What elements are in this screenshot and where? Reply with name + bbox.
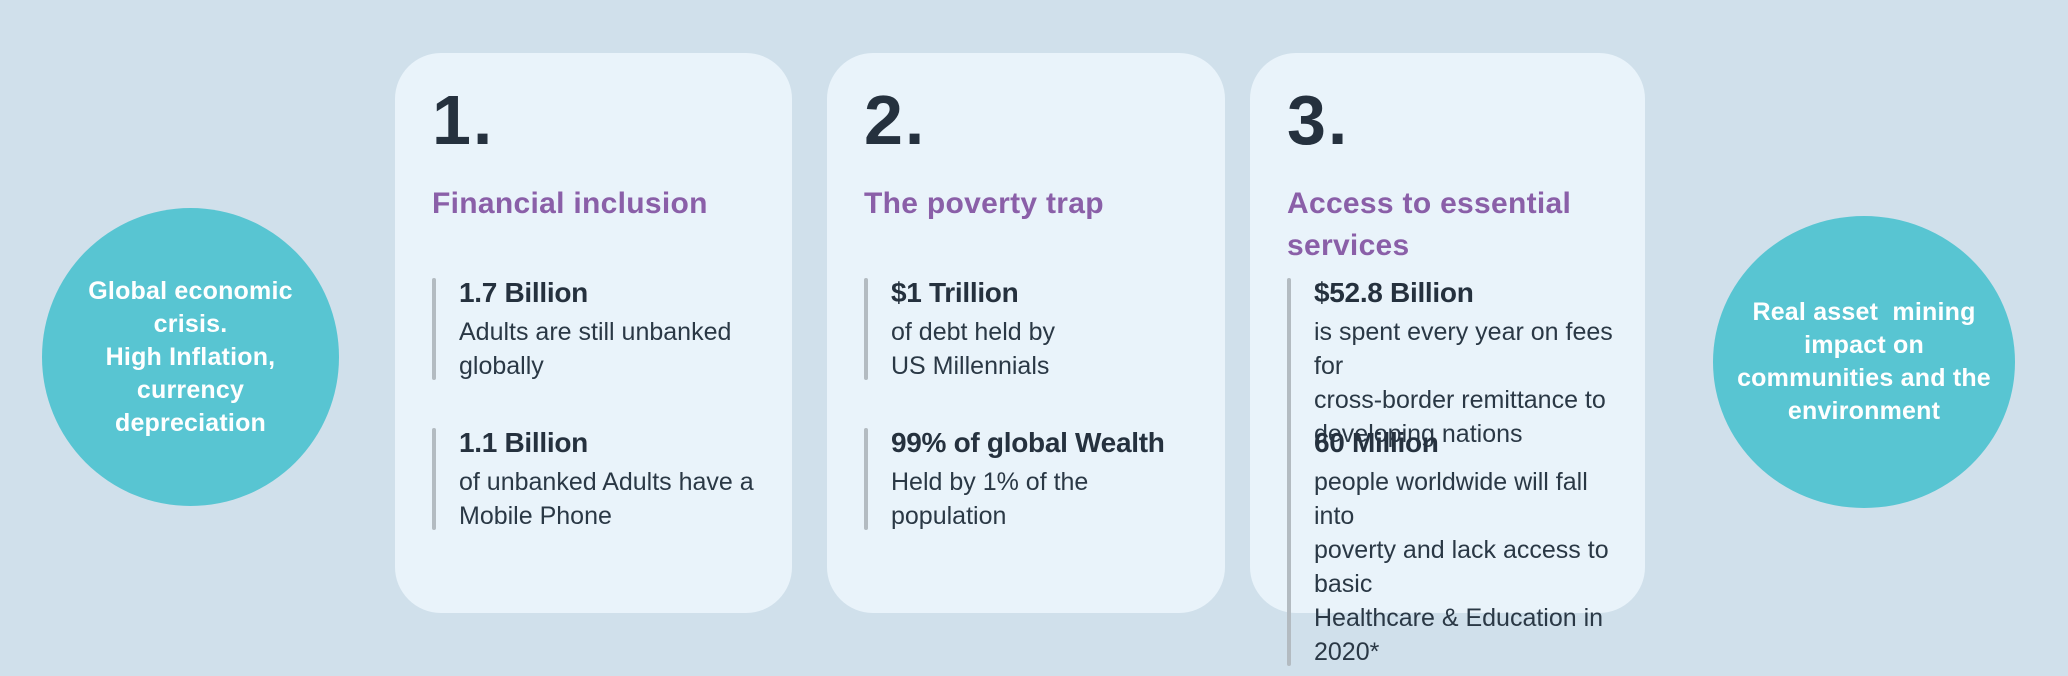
card-title: Access to essential services: [1287, 187, 1572, 262]
stat-accent-bar: [1287, 278, 1291, 448]
card-number: 2.: [864, 81, 927, 159]
stat-block: 1.7 Billion Adults are still unbanked gl…: [432, 275, 768, 383]
left-context-bubble: Global economic crisis. High Inflation, …: [42, 208, 339, 506]
card-number: 3.: [1287, 81, 1350, 159]
stat-value: 60 Million: [1314, 427, 1439, 458]
stat-value: $52.8 Billion: [1314, 277, 1474, 308]
stat-value: $1 Trillion: [891, 277, 1019, 308]
stat-description: Held by 1% of the population: [891, 468, 1089, 530]
stat-value: 1.1 Billion: [459, 427, 588, 458]
card-poverty-trap: 2. The poverty trap $1 Trillion of debt …: [827, 53, 1225, 613]
right-bubble-text: Real asset mining impact on communities …: [1737, 298, 1991, 425]
stat-description: of debt held by US Millennials: [891, 318, 1056, 380]
stat-accent-bar: [864, 278, 868, 380]
stat-description: is spent every year on fees for cross-bo…: [1314, 318, 1613, 448]
stat-block: $52.8 Billion is spent every year on fee…: [1287, 275, 1621, 451]
card-financial-inclusion: 1. Financial inclusion 1.7 Billion Adult…: [395, 53, 792, 613]
stat-accent-bar: [1287, 428, 1291, 666]
stat-description: people worldwide will fall into poverty …: [1314, 468, 1609, 666]
stat-description: Adults are still unbanked globally: [459, 318, 732, 380]
card-number: 1.: [432, 81, 495, 159]
stat-block: 99% of global Wealth Held by 1% of the p…: [864, 425, 1201, 533]
stat-value: 99% of global Wealth: [891, 427, 1165, 458]
stat-accent-bar: [432, 278, 436, 380]
stat-accent-bar: [432, 428, 436, 530]
stat-description: of unbanked Adults have a Mobile Phone: [459, 468, 754, 530]
left-bubble-text: Global economic crisis. High Inflation, …: [88, 276, 293, 437]
card-title: The poverty trap: [864, 187, 1104, 220]
stat-accent-bar: [864, 428, 868, 530]
card-access-essential-services: 3. Access to essential services $52.8 Bi…: [1250, 53, 1645, 666]
stat-block: $1 Trillion of debt held by US Millennia…: [864, 275, 1201, 383]
card-title: Financial inclusion: [432, 187, 708, 220]
stat-block: 1.1 Billion of unbanked Adults have a Mo…: [432, 425, 768, 533]
right-context-bubble: Real asset mining impact on communities …: [1713, 216, 2015, 508]
stat-value: 1.7 Billion: [459, 277, 588, 308]
stat-block: 60 Million people worldwide will fall in…: [1287, 425, 1621, 669]
